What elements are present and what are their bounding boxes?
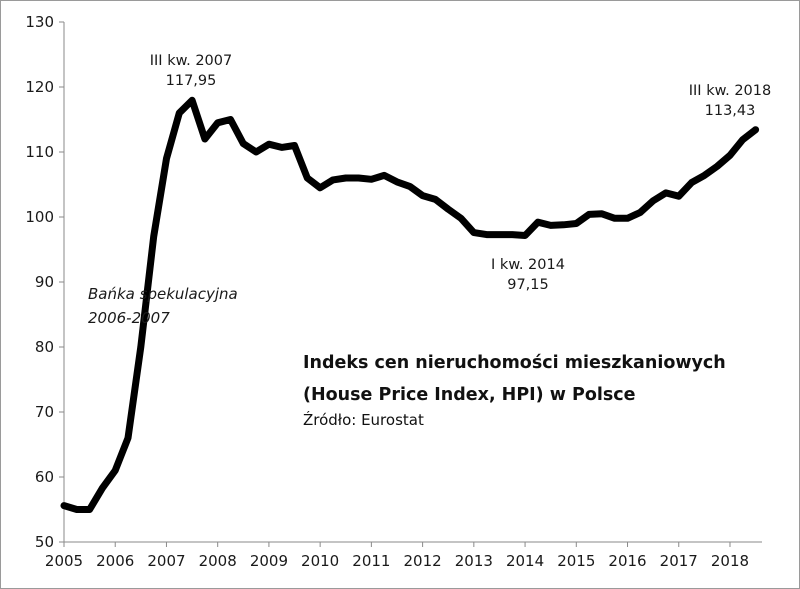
- x-tick-label: 2013: [455, 552, 493, 570]
- annotation-end-2018-value: 113,43: [705, 103, 756, 119]
- annotation-peak-2007-value: 117,95: [166, 73, 217, 89]
- y-tick-label: 80: [35, 338, 54, 356]
- x-tick-label: 2011: [352, 552, 390, 570]
- axes: [63, 22, 762, 543]
- annotation-end-2018-label: III kw. 2018: [689, 83, 771, 99]
- y-tick-label: 60: [35, 468, 54, 486]
- x-tick-label: 2015: [557, 552, 595, 570]
- annotation-low-2014-value: 97,15: [507, 277, 549, 293]
- x-tick-label: 2009: [250, 552, 288, 570]
- chart-title: Indeks cen nieruchomości mieszkaniowych: [303, 353, 726, 373]
- x-tick-label: 2012: [404, 552, 442, 570]
- x-tick-label: 2018: [711, 552, 749, 570]
- y-tick-label: 70: [35, 403, 54, 421]
- y-tick-label: 110: [25, 143, 54, 161]
- x-tick-label: 2017: [660, 552, 698, 570]
- annotation-peak-2007-label: III kw. 2007: [150, 53, 232, 69]
- annotation-bubble-line2: 2006-2007: [88, 309, 170, 327]
- y-tick-labels: 50 60 70 80 90 100 110 120 130: [25, 13, 64, 551]
- y-tick-label: 50: [35, 533, 54, 551]
- x-tick-label: 2005: [45, 552, 83, 570]
- series-lines: [60, 96, 760, 513]
- y-tick-label: 100: [25, 208, 54, 226]
- x-tick-label: 2016: [608, 552, 646, 570]
- x-tick-labels: 2005 2006 2007 2008 2009 2010 2011 2012 2013 2014…: [45, 542, 749, 570]
- annotation-bubble-line1: Bańka spekulacyjna: [88, 285, 238, 303]
- annotation-low-2014-label: I kw. 2014: [491, 257, 565, 273]
- x-tick-label: 2008: [199, 552, 237, 570]
- x-tick-label: 2014: [506, 552, 544, 570]
- y-tick-label: 120: [25, 78, 54, 96]
- chart-source: Źródło: Eurostat: [303, 410, 424, 429]
- hpi-series-line: [60, 96, 760, 513]
- x-tick-label: 2007: [147, 552, 185, 570]
- y-tick-label: 130: [25, 13, 54, 31]
- x-tick-label: 2006: [96, 552, 134, 570]
- chart-subtitle: (House Price Index, HPI) w Polsce: [303, 385, 636, 405]
- y-tick-label: 90: [35, 273, 54, 291]
- x-tick-label: 2010: [301, 552, 339, 570]
